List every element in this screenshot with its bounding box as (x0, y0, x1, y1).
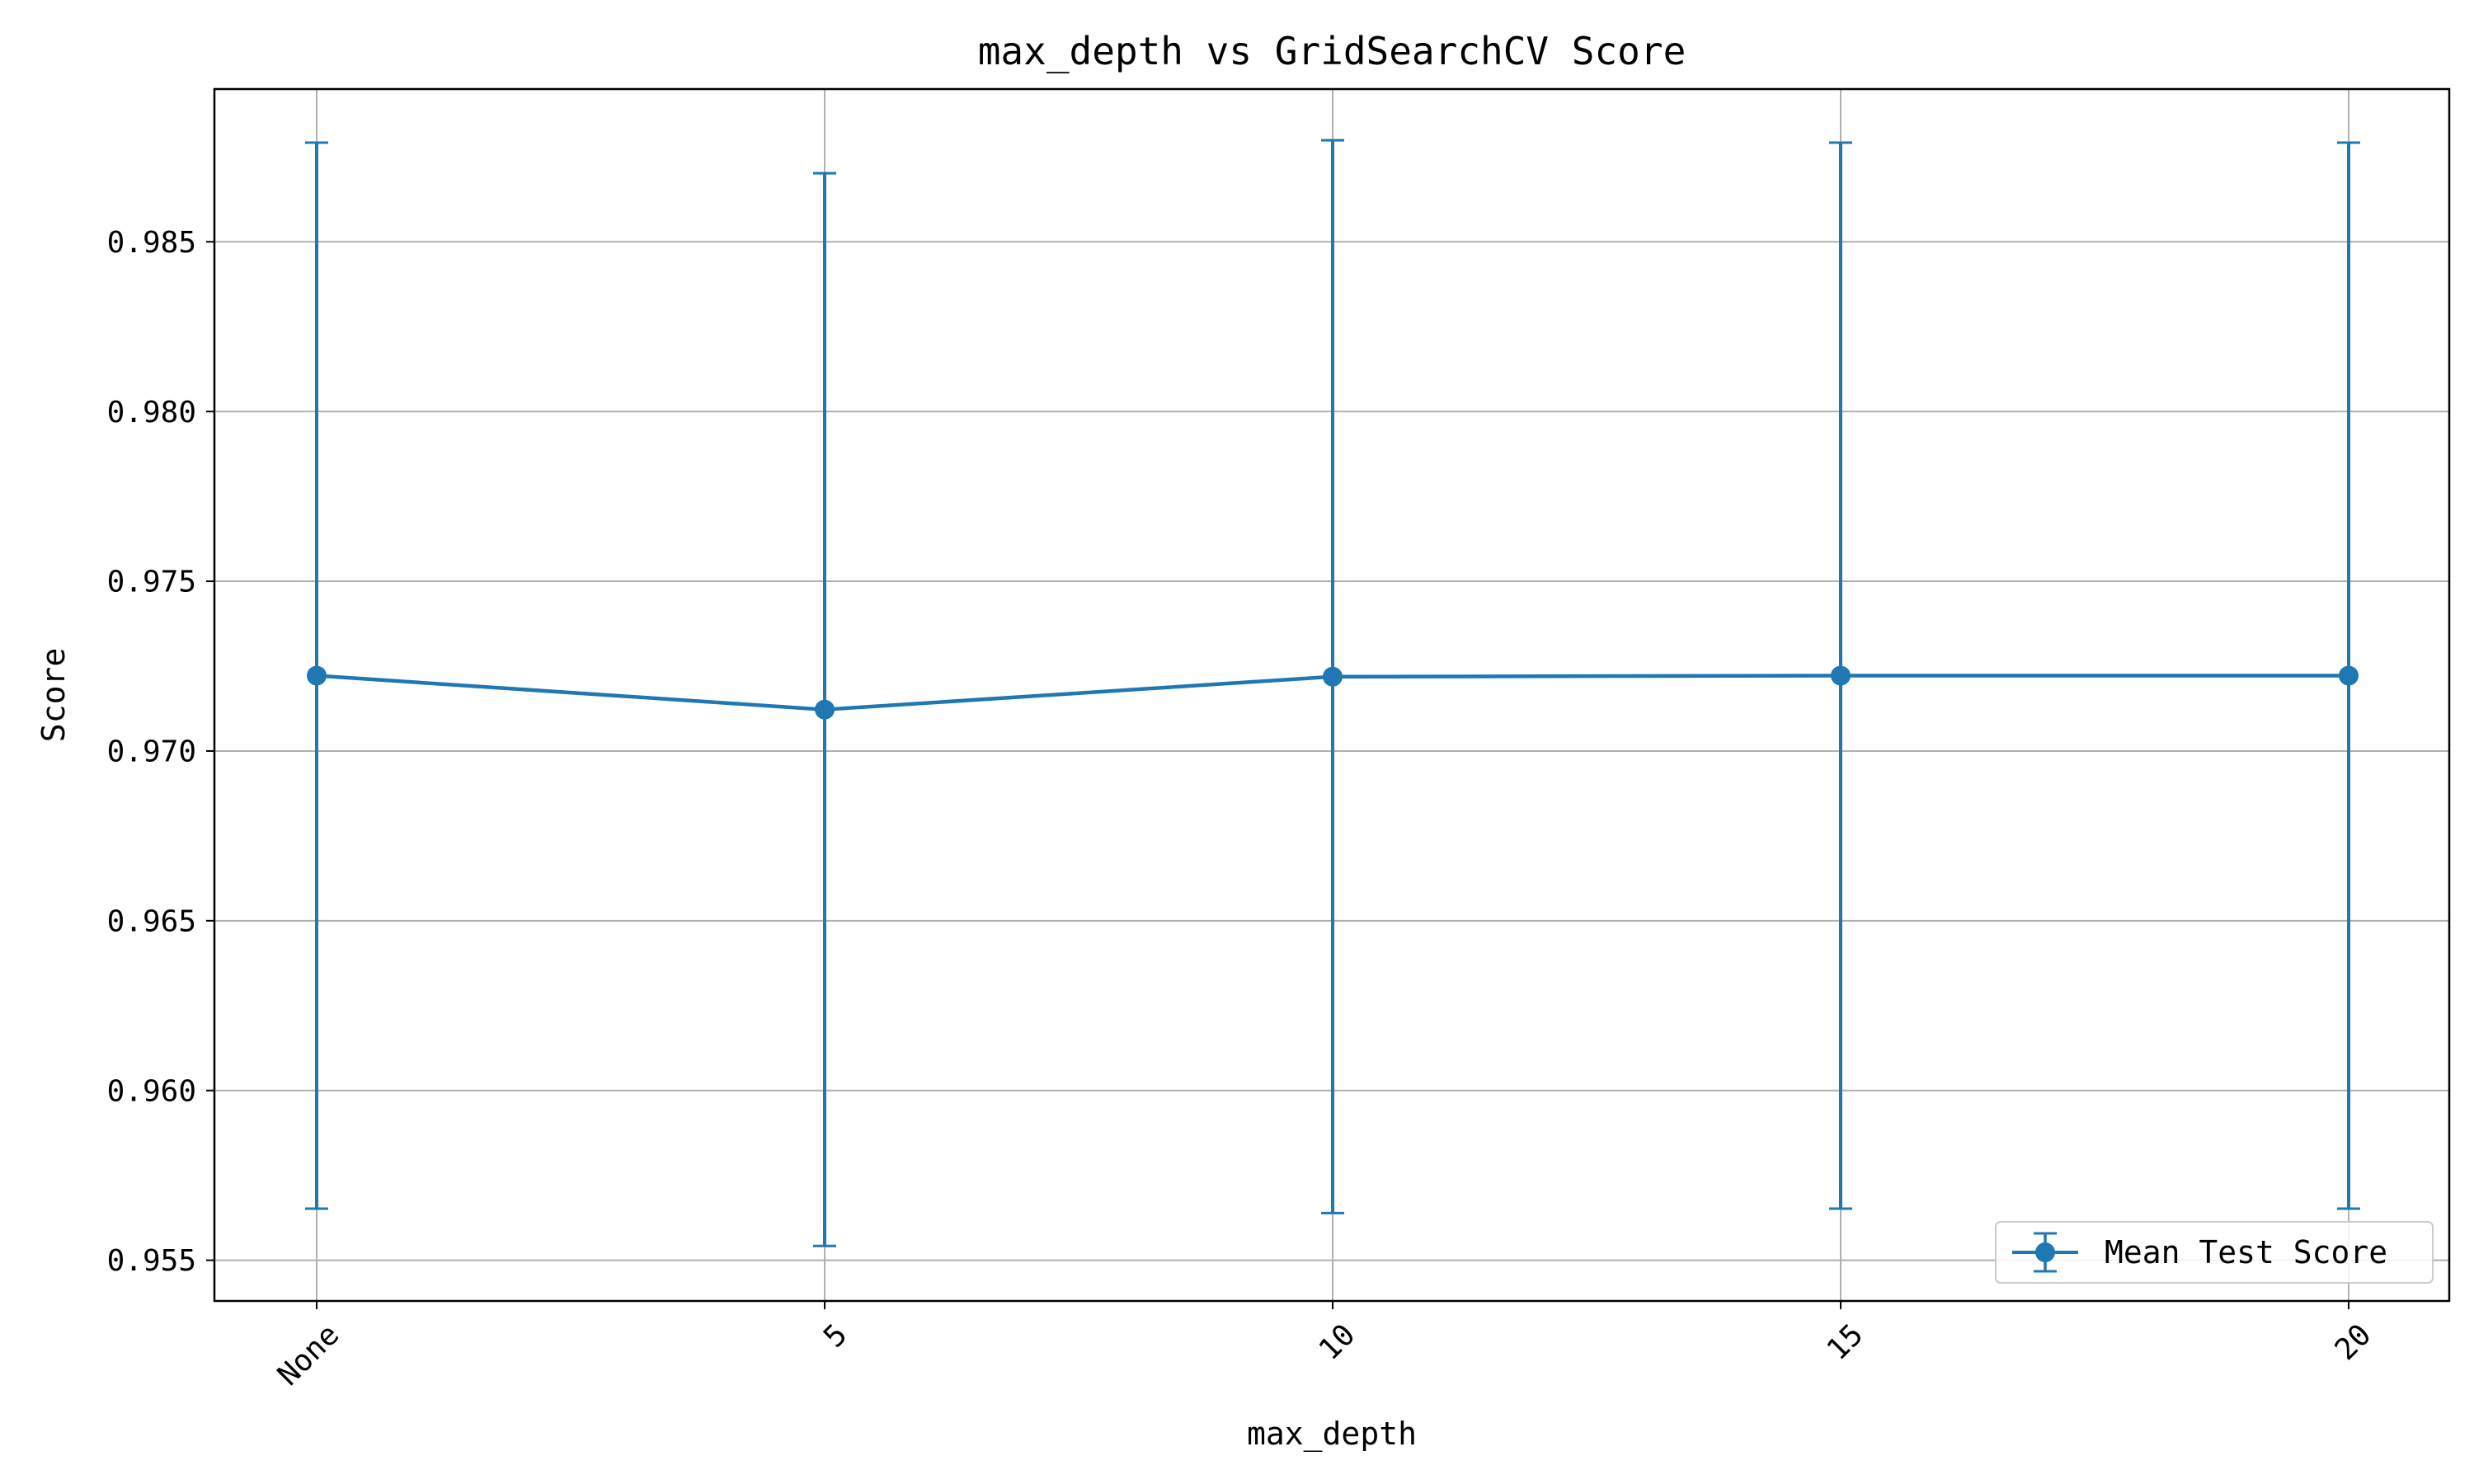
legend: Mean Test Score (1995, 1221, 2434, 1284)
y-tick-label: 0.980 (107, 396, 196, 430)
y-tick-label: 0.975 (107, 566, 196, 599)
data-point (2339, 665, 2359, 686)
chart-title: max_depth vs GridSearchCV Score (978, 29, 1686, 73)
legend-label: Mean Test Score (2105, 1234, 2387, 1270)
data-point (815, 699, 835, 720)
legend-box (1995, 1221, 2434, 1284)
y-axis-label: Score (35, 648, 72, 742)
y-tick-label: 0.985 (107, 226, 196, 260)
data-point (1831, 665, 1851, 686)
y-axis-ticks: 0.955 0.960 0.965 0.970 0.975 0.980 0.985 (107, 226, 214, 1278)
y-tick-label: 0.960 (107, 1074, 196, 1108)
legend-marker-swatch (2035, 1242, 2055, 1262)
data-point (1323, 666, 1343, 687)
y-tick-label: 0.955 (107, 1244, 196, 1278)
x-axis-label: max_depth (1247, 1416, 1417, 1453)
y-tick-label: 0.970 (107, 735, 196, 769)
data-point (307, 665, 327, 686)
y-tick-label: 0.965 (107, 904, 196, 938)
data-points (307, 665, 2359, 720)
